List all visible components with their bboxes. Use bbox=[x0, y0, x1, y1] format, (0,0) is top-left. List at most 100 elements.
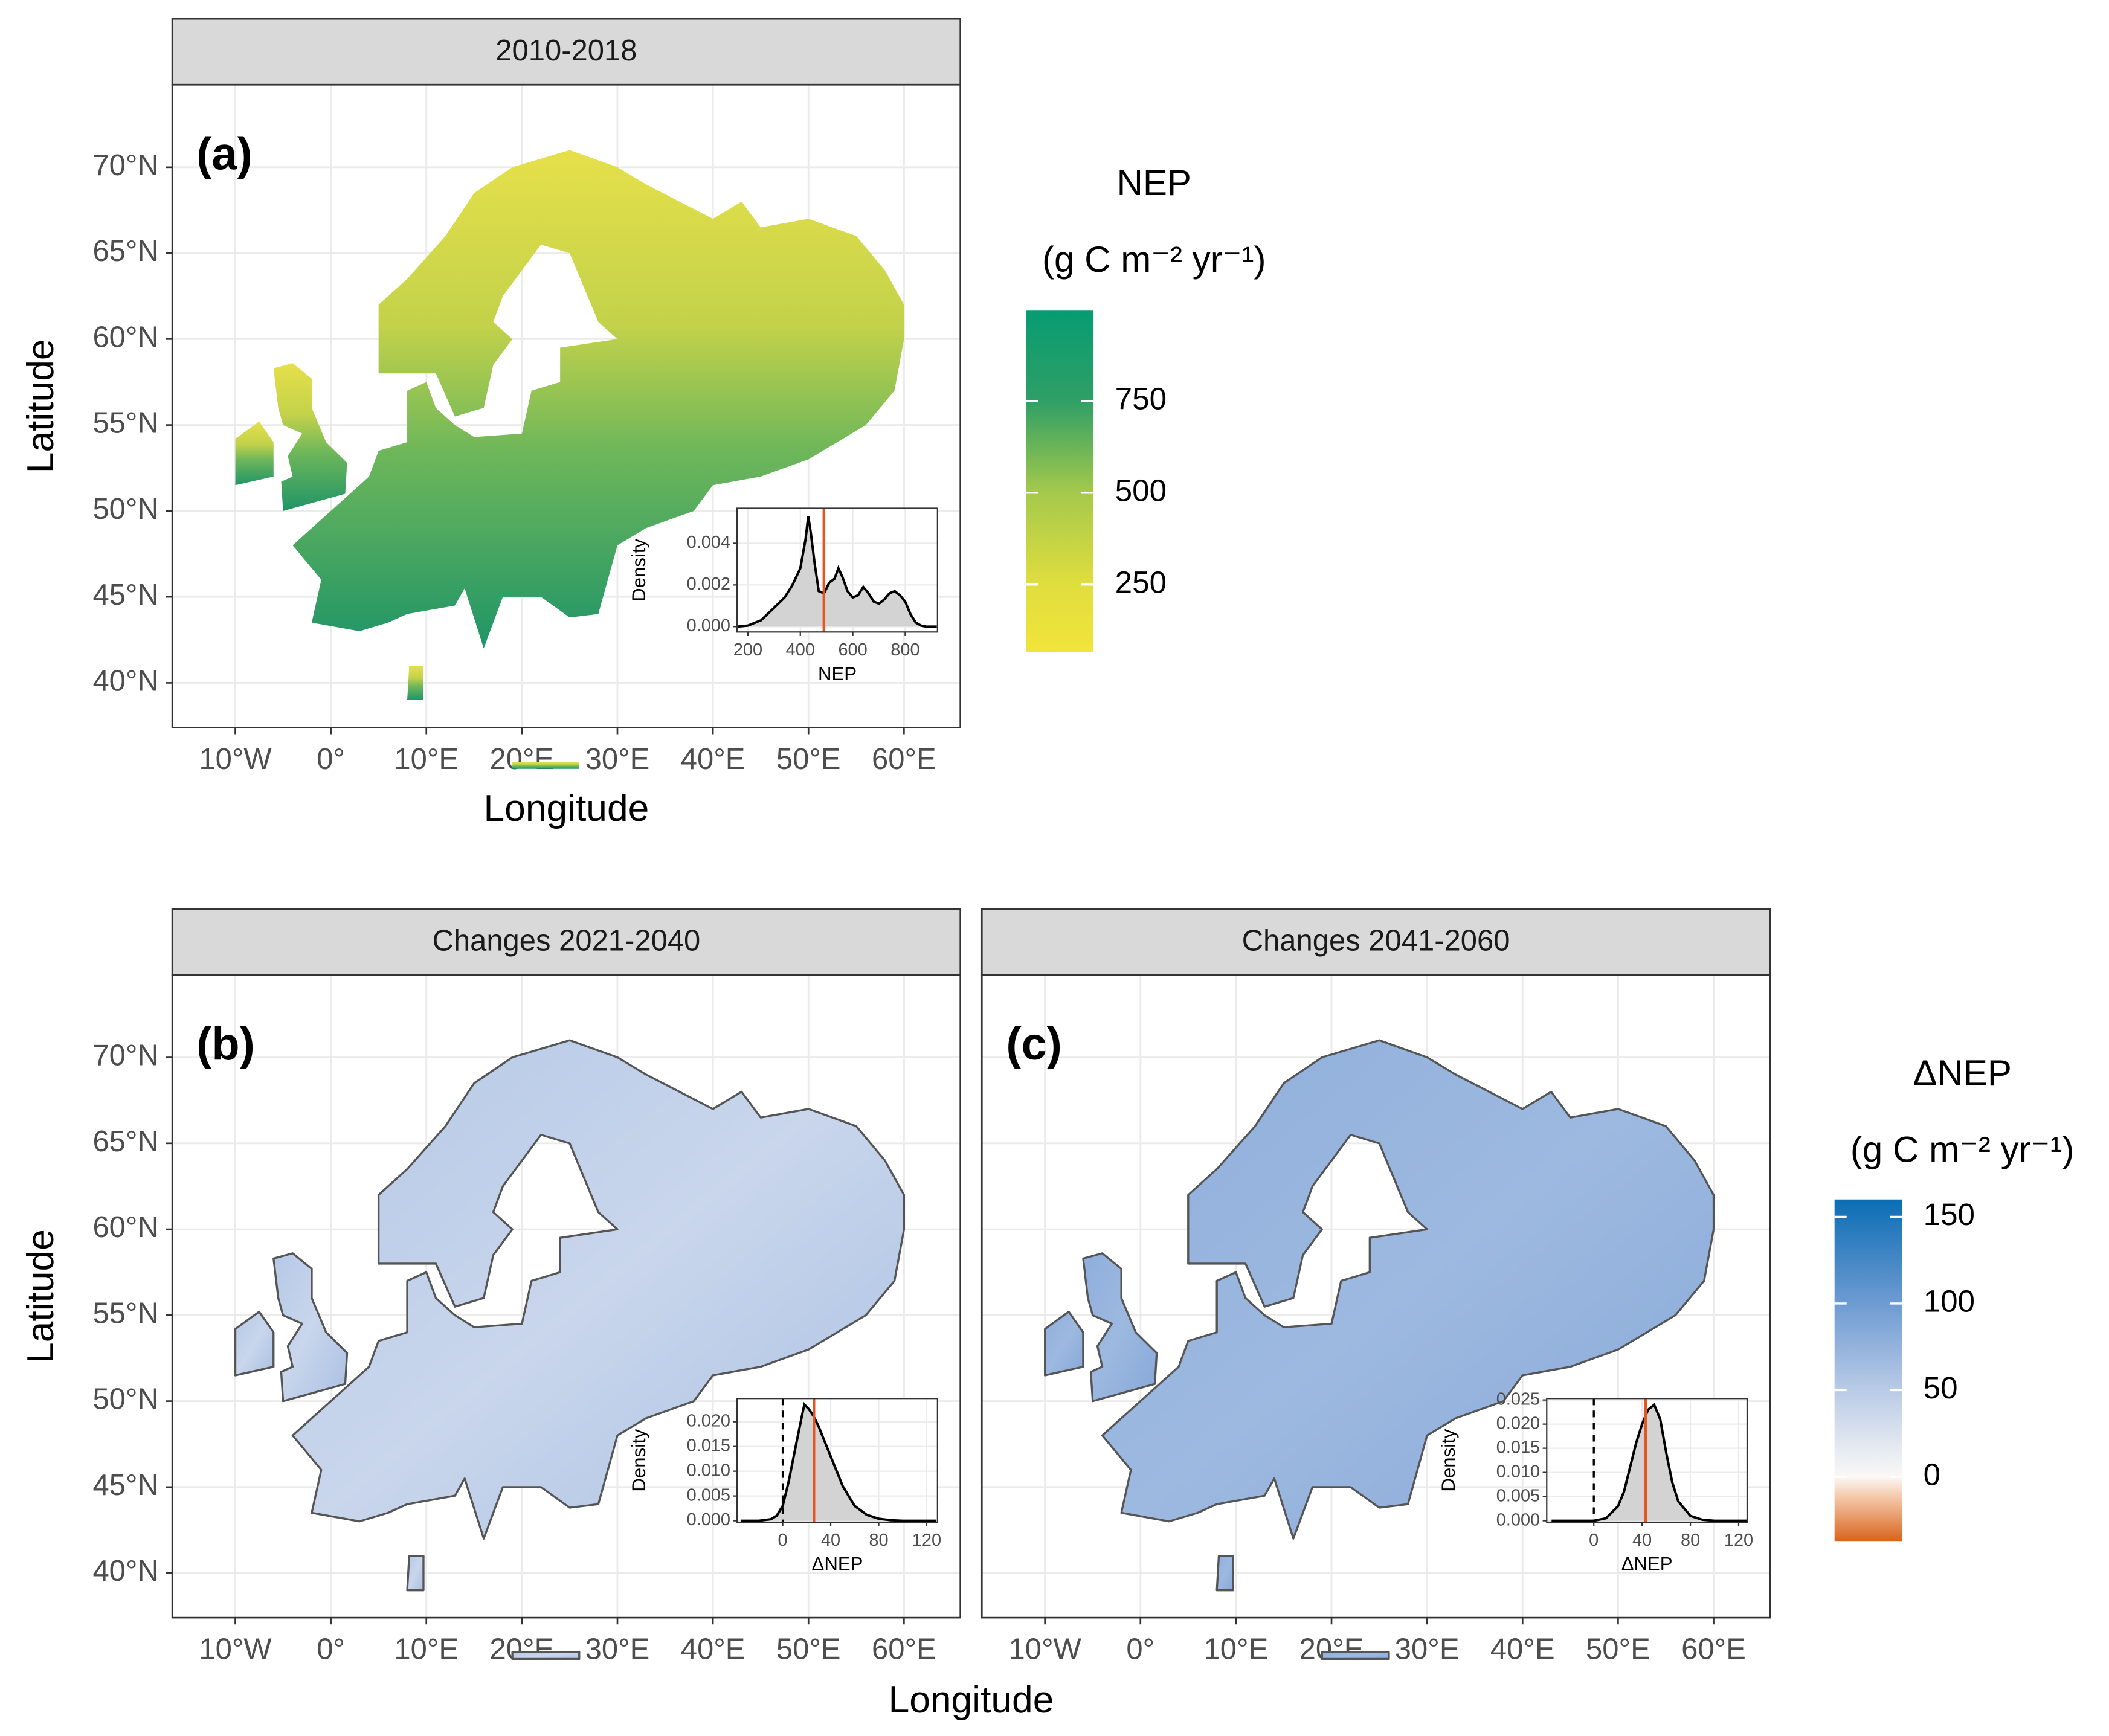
colorbar bbox=[1026, 310, 1094, 652]
inset-x-tick-label: 120 bbox=[1724, 1531, 1753, 1550]
legend-title: ΔNEP bbox=[1913, 1053, 2012, 1093]
x-tick-label: 20°E bbox=[490, 743, 555, 776]
y-tick-label: 45°N bbox=[92, 1469, 158, 1502]
inset-y-title: Density bbox=[628, 539, 649, 602]
strip-label: Changes 2041-2060 bbox=[1242, 924, 1510, 957]
inset-y-title: Density bbox=[1438, 1429, 1459, 1491]
density-fill bbox=[1551, 1404, 1748, 1521]
density-fill bbox=[737, 516, 937, 627]
inset-y-tick-label: 0.005 bbox=[687, 1485, 730, 1505]
x-tick-label: 60°E bbox=[872, 1633, 936, 1666]
x-tick-label: 50°E bbox=[776, 1633, 841, 1666]
land-region bbox=[1044, 1310, 1084, 1377]
map-panel: Changes 2021-2040 10°W 0° 10°E 20°E 30°E 40°E 5… bbox=[92, 908, 962, 1666]
strip-label: Changes 2021-2040 bbox=[432, 924, 700, 957]
x-tick-label: 20°E bbox=[490, 1633, 555, 1666]
inset-y-tick-label: 0.015 bbox=[1496, 1438, 1540, 1457]
panel-tag: (b) bbox=[196, 1018, 255, 1070]
density-line bbox=[741, 1401, 936, 1522]
inset-y-tick-label: 0.010 bbox=[687, 1461, 730, 1480]
y-tick-label: 60°N bbox=[92, 1211, 158, 1244]
x-tick-label: 0° bbox=[1126, 1633, 1154, 1666]
density-fill bbox=[741, 1404, 936, 1521]
inset-y-tick-label: 0.020 bbox=[1496, 1413, 1540, 1433]
inset-x-tick-label: 40 bbox=[821, 1531, 840, 1550]
inset-y-title: Density bbox=[628, 1429, 649, 1491]
land-region bbox=[511, 1651, 581, 1660]
land-region bbox=[235, 421, 274, 486]
x-tick-label: 20°E bbox=[1299, 1633, 1364, 1666]
colorbar-label: 500 bbox=[1115, 473, 1167, 507]
map-panel: Changes 2041-2060 10°W 0° 10°E 20°E 30°E 40°E 5… bbox=[980, 908, 1771, 1666]
land-region bbox=[1082, 1252, 1158, 1403]
x-tick-label: 10°E bbox=[1204, 1633, 1269, 1666]
legend-unit: (g C m⁻² yr⁻¹) bbox=[1042, 239, 1266, 280]
strip bbox=[171, 18, 962, 86]
inset-y-tick-label: 0.002 bbox=[687, 574, 730, 594]
inset-x-tick-label: 40 bbox=[1632, 1531, 1652, 1550]
inset-y-tick-label: 0.004 bbox=[687, 533, 730, 552]
y-tick-label: 70°N bbox=[92, 1039, 158, 1072]
land-region bbox=[1321, 1651, 1390, 1660]
x-tick-label: 50°E bbox=[776, 743, 841, 776]
colorbar-label: 0 bbox=[1924, 1458, 1940, 1492]
land-region bbox=[1215, 1555, 1234, 1592]
inset-x-title: ΔNEP bbox=[1621, 1554, 1673, 1575]
inset-x-tick-label: 600 bbox=[838, 640, 867, 660]
y-tick-label: 40°N bbox=[92, 1555, 158, 1587]
y-tick-label: 50°N bbox=[92, 493, 158, 526]
x-tick-label: 40°E bbox=[681, 1633, 745, 1666]
y-tick-label: 55°N bbox=[92, 1297, 158, 1329]
density-line bbox=[1551, 1403, 1748, 1522]
plot-border bbox=[171, 974, 962, 1619]
inset-y-tick-label: 0.025 bbox=[1496, 1389, 1540, 1409]
x-tick-label: 30°E bbox=[585, 743, 650, 776]
colorbar-label: 100 bbox=[1924, 1284, 1975, 1319]
panel-tag: (a) bbox=[196, 128, 253, 179]
x-tick-label: 10°W bbox=[199, 1633, 272, 1666]
x-tick-label: 10°W bbox=[199, 743, 272, 776]
land-region bbox=[292, 150, 904, 649]
colorbar-label: 750 bbox=[1115, 381, 1167, 416]
inset-border bbox=[736, 507, 938, 633]
x-tick-label: 0° bbox=[317, 1633, 345, 1666]
inset-x-tick-label: 400 bbox=[786, 640, 815, 660]
land-region bbox=[272, 1252, 349, 1403]
density-line bbox=[737, 516, 937, 628]
x-tick-label: 10°W bbox=[1009, 1633, 1082, 1666]
inset-y-tick-label: 0.000 bbox=[1496, 1510, 1540, 1529]
panel-tag: (c) bbox=[1006, 1018, 1062, 1070]
inset-y-tick-label: 0.000 bbox=[687, 1510, 730, 1529]
y-tick-label: 40°N bbox=[92, 664, 158, 697]
x-tick-label: 30°E bbox=[585, 1633, 650, 1666]
y-tick-label: 70°N bbox=[92, 149, 158, 182]
land-region bbox=[512, 762, 579, 769]
x-axis-title: Longitude bbox=[889, 1679, 1054, 1721]
land-region bbox=[1101, 1039, 1715, 1540]
inset-border bbox=[1546, 1398, 1748, 1523]
land-region bbox=[406, 1555, 425, 1592]
x-tick-label: 30°E bbox=[1395, 1633, 1460, 1666]
inset-y-tick-label: 0.000 bbox=[687, 616, 730, 635]
inset-x-tick-label: 120 bbox=[912, 1531, 941, 1550]
y-tick-label: 50°N bbox=[92, 1383, 158, 1416]
y-tick-label: 60°N bbox=[92, 321, 158, 353]
map-panel: 2010-2018 10°W 0° 10°E 20°E 30°E 40°E 50°E 60°E 4… bbox=[92, 18, 962, 776]
inset-y-tick-label: 0.005 bbox=[1496, 1486, 1540, 1505]
land-region bbox=[273, 363, 347, 511]
land-region bbox=[291, 1039, 906, 1540]
x-tick-label: 10°E bbox=[394, 743, 459, 776]
colorbar-label: 250 bbox=[1115, 565, 1167, 599]
inset-y-tick-label: 0.020 bbox=[687, 1411, 730, 1430]
land-region bbox=[234, 1310, 275, 1377]
colorbar-label: 50 bbox=[1924, 1371, 1958, 1405]
y-tick-label: 65°N bbox=[92, 235, 158, 268]
x-tick-label: 40°E bbox=[681, 743, 745, 776]
y-axis-title: Latitude bbox=[20, 1229, 62, 1363]
legend-title: NEP bbox=[1116, 162, 1191, 203]
x-tick-label: 60°E bbox=[872, 743, 936, 776]
inset-y-tick-label: 0.010 bbox=[1496, 1462, 1540, 1481]
strip bbox=[171, 908, 962, 976]
plot-border bbox=[171, 83, 962, 728]
